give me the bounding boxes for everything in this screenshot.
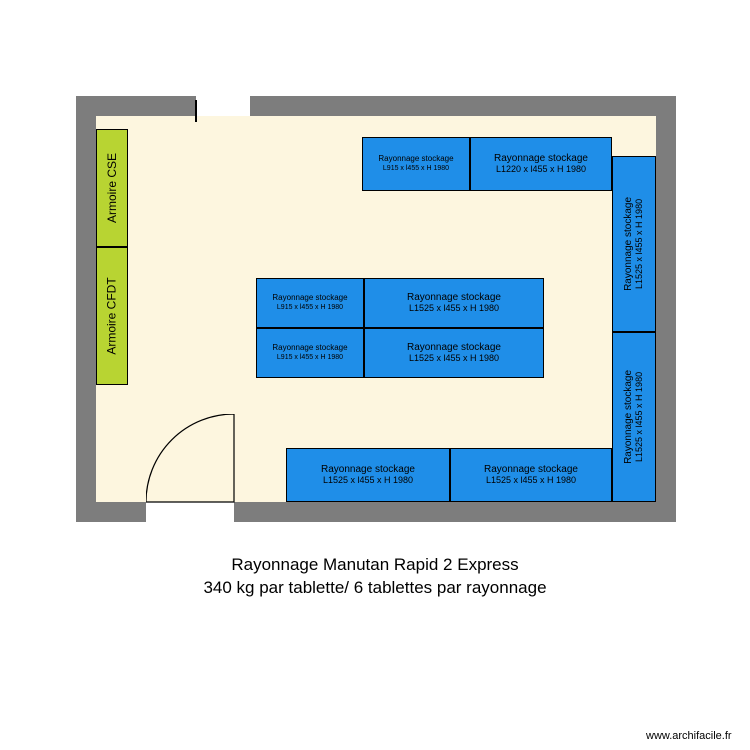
shelf-label: Rayonnage stockage [272,344,347,353]
shelf-label: Rayonnage stockage [272,294,347,303]
shelf-dim: L1525 x l455 x H 1980 [486,476,576,486]
shelf-label: Rayonnage stockage [623,370,634,464]
shelf-label: Rayonnage stockage [623,197,634,291]
shelf-dim: L1525 x l455 x H 1980 [323,476,413,486]
shelf-dim: L1525 x l455 x H 1980 [409,354,499,364]
top-door-gap [196,96,250,116]
shelf-top-1: Rayonnage stockage L915 x l455 x H 1980 [362,137,470,191]
shelf-right-1: Rayonnage stockage L1525 x l455 x H 1980 [612,156,656,332]
shelf-right-2: Rayonnage stockage L1525 x l455 x H 1980 [612,332,656,502]
shelf-top-2: Rayonnage stockage L1220 x l455 x H 1980 [470,137,612,191]
shelf-label: Rayonnage stockage [494,153,588,164]
shelf-dim: L915 x l455 x H 1980 [277,354,343,362]
armoire-cse-label: Armoire CSE [105,153,119,223]
shelf-mid-bl: Rayonnage stockage L915 x l455 x H 1980 [256,328,364,378]
shelf-label: Rayonnage stockage [378,155,453,164]
shelf-dim: L1525 x l455 x H 1980 [635,372,645,462]
armoire-cse: Armoire CSE [96,129,128,247]
shelf-mid-tr: Rayonnage stockage L1525 x l455 x H 1980 [364,278,544,328]
shelf-mid-tl: Rayonnage stockage L915 x l455 x H 1980 [256,278,364,328]
shelf-label: Rayonnage stockage [484,464,578,475]
armoire-cfdt: Armoire CFDT [96,247,128,385]
shelf-mid-br: Rayonnage stockage L1525 x l455 x H 1980 [364,328,544,378]
shelf-bot-2: Rayonnage stockage L1525 x l455 x H 1980 [450,448,612,502]
top-door-panel [195,100,197,122]
shelf-label: Rayonnage stockage [407,342,501,353]
floorplan-canvas: Armoire CSE Armoire CFDT Rayonnage stock… [0,0,750,750]
shelf-dim: L1525 x l455 x H 1980 [409,304,499,314]
shelf-dim: L915 x l455 x H 1980 [277,304,343,312]
shelf-label: Rayonnage stockage [407,292,501,303]
bottom-door-arc [146,414,238,506]
caption-line-1: Rayonnage Manutan Rapid 2 Express [0,554,750,577]
caption-line-2: 340 kg par tablette/ 6 tablettes par ray… [0,577,750,600]
shelf-dim: L1525 x l455 x H 1980 [635,199,645,289]
shelf-label: Rayonnage stockage [321,464,415,475]
shelf-dim: L1220 x l455 x H 1980 [496,165,586,175]
shelf-dim: L915 x l455 x H 1980 [383,165,449,173]
caption: Rayonnage Manutan Rapid 2 Express 340 kg… [0,554,750,600]
armoire-cfdt-label: Armoire CFDT [105,277,119,354]
shelf-bot-1: Rayonnage stockage L1525 x l455 x H 1980 [286,448,450,502]
credit-link: www.archifacile.fr [646,730,732,742]
